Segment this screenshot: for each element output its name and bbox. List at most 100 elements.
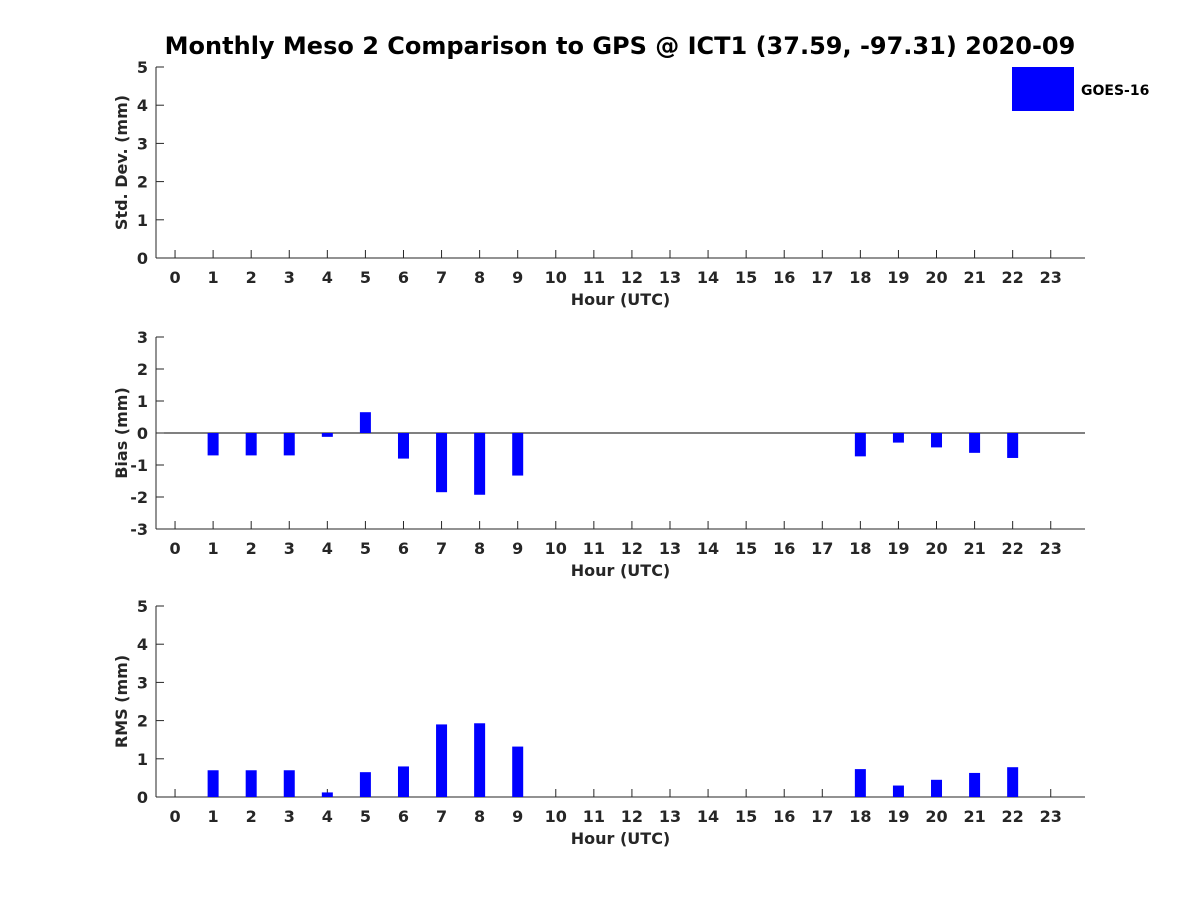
y-tick-label: 2 [137, 712, 148, 731]
bar-hour-19 [892, 785, 904, 797]
bar-hour-9 [512, 746, 524, 797]
y-tick-label: -2 [130, 488, 148, 507]
legend-label: GOES-16 [1081, 83, 1149, 99]
x-tick-label: 9 [512, 268, 523, 287]
y-tick-label: 0 [137, 424, 148, 443]
x-tick-label: 14 [697, 539, 719, 558]
x-tick-label: 6 [398, 807, 409, 826]
x-tick-label: 12 [621, 807, 643, 826]
x-tick-label: 3 [284, 539, 295, 558]
legend: GOES-16 [1012, 67, 1149, 111]
x-axis-label: Hour (UTC) [571, 561, 671, 580]
x-tick-label: 0 [169, 539, 180, 558]
x-tick-label: 2 [246, 807, 257, 826]
x-tick-label: 7 [436, 539, 447, 558]
legend-swatch [1012, 67, 1074, 111]
x-tick-label: 11 [583, 268, 605, 287]
x-tick-label: 13 [659, 268, 681, 287]
x-tick-label: 14 [697, 268, 719, 287]
x-tick-label: 20 [925, 268, 947, 287]
x-tick-label: 20 [925, 807, 947, 826]
x-tick-label: 10 [545, 539, 567, 558]
y-tick-label: 1 [137, 211, 148, 230]
y-tick-label: 3 [137, 134, 148, 153]
x-tick-label: 16 [773, 539, 795, 558]
bar-hour-21 [969, 772, 981, 797]
x-tick-label: 7 [436, 268, 447, 287]
x-tick-label: 22 [1002, 539, 1024, 558]
bar-hour-18 [854, 769, 866, 797]
y-tick-label: 2 [137, 173, 148, 192]
y-tick-label: 5 [137, 58, 148, 77]
x-tick-label: 10 [545, 268, 567, 287]
x-tick-label: 14 [697, 807, 719, 826]
bar-hour-4 [321, 792, 333, 797]
x-tick-label: 8 [474, 807, 485, 826]
x-tick-label: 23 [1040, 539, 1062, 558]
x-axis-label: Hour (UTC) [571, 829, 671, 848]
bar-hour-8 [474, 723, 486, 797]
y-axis-label: Std. Dev. (mm) [112, 95, 131, 230]
x-tick-label: 21 [963, 539, 985, 558]
chart-title: Monthly Meso 2 Comparison to GPS @ ICT1 … [165, 32, 1076, 60]
x-tick-label: 17 [811, 807, 833, 826]
x-tick-label: 20 [925, 539, 947, 558]
x-tick-label: 3 [284, 807, 295, 826]
bar-hour-6 [397, 766, 409, 797]
x-tick-label: 2 [246, 539, 257, 558]
x-tick-label: 0 [169, 268, 180, 287]
y-axis-label: RMS (mm) [112, 655, 131, 748]
x-tick-label: 12 [621, 268, 643, 287]
x-tick-label: 6 [398, 539, 409, 558]
x-tick-label: 19 [887, 268, 909, 287]
y-tick-label: 0 [137, 249, 148, 268]
x-tick-label: 11 [583, 807, 605, 826]
y-tick-label: 5 [137, 597, 148, 616]
bar-hour-7 [436, 724, 448, 797]
x-tick-label: 10 [545, 807, 567, 826]
y-tick-label: 0 [137, 788, 148, 807]
x-tick-label: 5 [360, 807, 371, 826]
x-tick-label: 13 [659, 807, 681, 826]
x-tick-label: 16 [773, 268, 795, 287]
x-tick-label: 9 [512, 807, 523, 826]
bar-hour-8 [474, 433, 486, 495]
bar-hour-2 [245, 433, 257, 456]
x-axis-label: Hour (UTC) [571, 290, 671, 309]
x-tick-label: 17 [811, 539, 833, 558]
x-tick-label: 5 [360, 268, 371, 287]
x-tick-label: 15 [735, 539, 757, 558]
x-tick-label: 1 [208, 539, 219, 558]
x-tick-label: 4 [322, 268, 333, 287]
bar-hour-6 [397, 433, 409, 459]
bar-hour-20 [931, 779, 943, 797]
x-tick-label: 11 [583, 539, 605, 558]
bar-hour-2 [245, 770, 257, 797]
x-tick-label: 23 [1040, 268, 1062, 287]
x-tick-label: 21 [963, 807, 985, 826]
x-tick-label: 19 [887, 807, 909, 826]
x-tick-label: 1 [208, 807, 219, 826]
bar-hour-18 [854, 433, 866, 457]
y-axis-label: Bias (mm) [112, 387, 131, 479]
bar-hour-3 [283, 770, 295, 797]
y-tick-label: 1 [137, 392, 148, 411]
x-tick-label: 6 [398, 268, 409, 287]
x-tick-label: 18 [849, 807, 871, 826]
x-tick-label: 18 [849, 268, 871, 287]
y-tick-label: -1 [130, 456, 148, 475]
y-tick-label: 4 [137, 96, 148, 115]
x-tick-label: 22 [1002, 268, 1024, 287]
bar-hour-22 [1007, 433, 1019, 458]
x-tick-label: 18 [849, 539, 871, 558]
x-tick-label: 4 [322, 807, 333, 826]
x-tick-label: 4 [322, 539, 333, 558]
bar-hour-3 [283, 433, 295, 456]
x-tick-label: 12 [621, 539, 643, 558]
x-tick-label: 3 [284, 268, 295, 287]
